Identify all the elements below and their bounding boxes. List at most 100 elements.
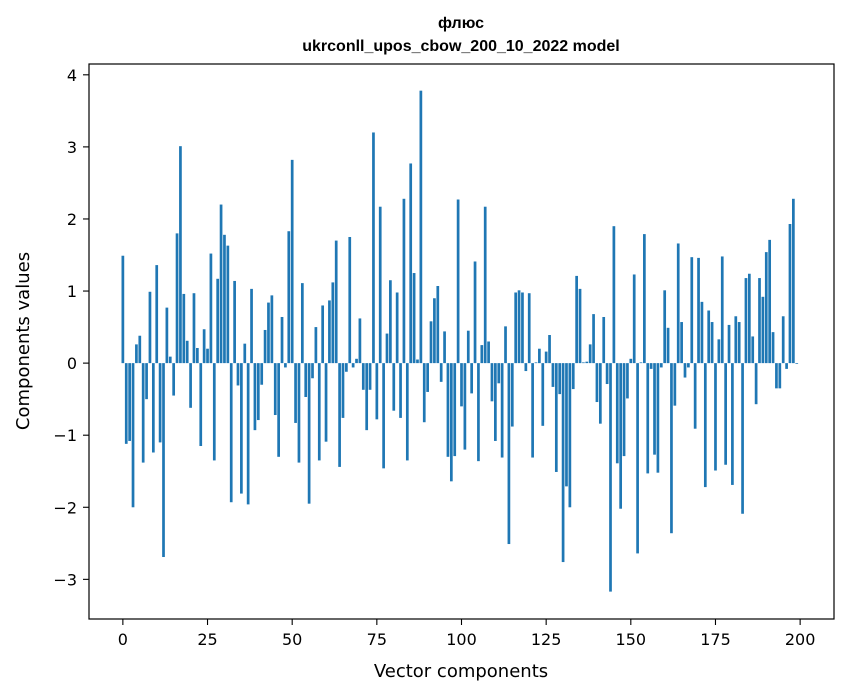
bar — [128, 363, 131, 441]
bar — [372, 132, 375, 364]
bar — [480, 345, 484, 364]
x-tick-label: 200 — [785, 630, 816, 649]
y-tick-label: 1 — [67, 282, 77, 301]
bar — [338, 363, 341, 467]
bar — [639, 362, 643, 364]
bar — [135, 344, 138, 364]
bar — [720, 256, 724, 364]
y-tick-label: −2 — [53, 498, 77, 517]
bar — [565, 363, 568, 487]
bar — [649, 363, 653, 369]
bar — [307, 363, 311, 504]
bar — [541, 363, 545, 426]
bar — [626, 363, 629, 399]
bar — [473, 261, 477, 364]
bar — [731, 363, 734, 485]
bar — [151, 363, 155, 453]
x-tick-label: 75 — [367, 630, 387, 649]
y-tick-label: 3 — [67, 138, 77, 157]
bar — [331, 282, 335, 364]
bar — [676, 243, 680, 364]
bar — [405, 363, 409, 461]
bar — [422, 363, 426, 423]
x-tick-label: 25 — [197, 630, 217, 649]
bar — [531, 363, 534, 458]
bar — [636, 363, 639, 554]
bar — [141, 363, 145, 463]
bar — [429, 321, 433, 364]
bar — [605, 363, 609, 385]
bar — [497, 363, 501, 384]
bar — [219, 204, 223, 364]
plot-frame — [88, 63, 835, 620]
y-tick-label: 4 — [67, 66, 77, 85]
bar — [206, 348, 209, 364]
bar — [700, 301, 704, 364]
bar — [243, 343, 247, 364]
bar — [443, 331, 446, 364]
bar — [209, 253, 213, 364]
bar — [250, 288, 253, 364]
bar — [595, 363, 599, 403]
bar — [192, 293, 196, 364]
bar — [548, 335, 551, 364]
bar — [175, 233, 179, 364]
bar — [771, 332, 775, 364]
bar — [378, 206, 382, 364]
bar — [751, 336, 755, 364]
bar — [300, 283, 304, 364]
bar — [724, 363, 727, 465]
bar — [212, 363, 216, 461]
bar — [341, 363, 345, 418]
bar — [622, 363, 626, 457]
bar — [321, 305, 325, 364]
bar — [297, 363, 301, 463]
bar — [727, 324, 731, 364]
bar — [629, 358, 633, 364]
bar — [494, 363, 497, 441]
bar — [737, 322, 741, 364]
bar — [365, 363, 369, 431]
y-tick-label: 2 — [67, 210, 77, 229]
x-tick-label: 150 — [616, 630, 647, 649]
bar — [229, 363, 233, 503]
bar — [659, 363, 663, 368]
bar — [233, 280, 236, 364]
bar — [223, 234, 226, 364]
bar — [646, 363, 650, 474]
bar — [582, 362, 585, 364]
bar — [449, 363, 453, 482]
bar — [741, 363, 744, 514]
bar — [714, 363, 717, 471]
bar — [158, 363, 162, 443]
bar — [409, 163, 413, 364]
bar — [561, 363, 565, 563]
bar — [290, 159, 294, 364]
bar — [544, 351, 548, 364]
bar — [355, 358, 358, 364]
bar — [416, 359, 419, 364]
x-tick-label: 50 — [282, 630, 302, 649]
bar — [747, 273, 751, 364]
x-tick-label: 0 — [118, 630, 128, 649]
bar — [426, 363, 429, 392]
bar — [697, 257, 700, 364]
bar — [202, 329, 206, 364]
bar — [446, 363, 450, 457]
bar — [612, 226, 616, 364]
bar — [687, 363, 690, 368]
bar — [527, 293, 531, 364]
y-tick-label: −1 — [53, 426, 77, 445]
bar — [328, 300, 331, 364]
bar — [680, 322, 683, 364]
bar — [558, 363, 562, 395]
bar — [419, 90, 423, 364]
bar — [554, 363, 558, 472]
y-ticks: −3 −2 −1 0 1 2 3 4 — [53, 66, 89, 589]
bar — [788, 224, 792, 364]
y-axis-label: Components values — [13, 252, 34, 430]
bar — [507, 363, 511, 545]
bar — [382, 363, 385, 469]
bar — [517, 290, 521, 364]
